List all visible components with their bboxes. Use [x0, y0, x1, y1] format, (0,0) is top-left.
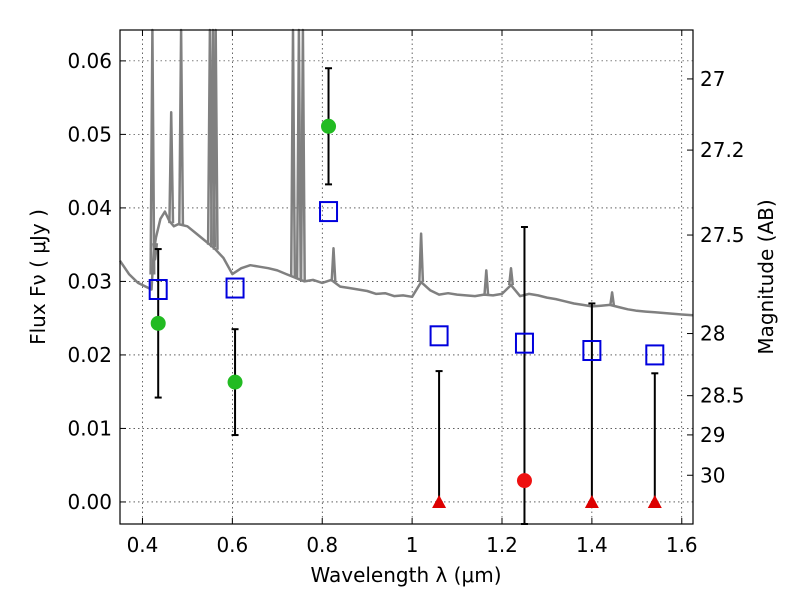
y-tick-label: 0.03 [67, 269, 112, 293]
tick-layer [120, 30, 693, 524]
low-detection-point [516, 473, 532, 489]
x-tick-label: 0.4 [127, 533, 159, 557]
magnitude-tick-label: 27 [700, 67, 725, 91]
spectrum-line [118, 210, 694, 317]
model-square-point [225, 277, 245, 299]
tick-label-layer: 0.4 0.6 0.8 1 1.2 1.4 1.6 0.00 0.01 0.02 0.03 0.04 0… [67, 49, 744, 557]
spectrum-emission-line [483, 269, 490, 295]
magnitude-tick-label: 27.5 [700, 223, 745, 247]
x-tick-label: 1.4 [576, 533, 608, 557]
y-tick-label: 0.04 [67, 196, 112, 220]
x-axis-label: Wavelength λ (μm) [310, 563, 501, 587]
marker-layer [148, 118, 665, 508]
y-tick-label: 0.05 [67, 122, 112, 146]
model-square-point [582, 340, 602, 362]
y-tick-label: 0.01 [67, 416, 112, 440]
y-tick-label: 0.00 [67, 490, 112, 514]
spectrum-emission-line [418, 232, 425, 283]
model-square-point [429, 325, 449, 347]
spectrum-emission-line [330, 247, 337, 282]
y-axis-label: Flux Fν ( μJy ) [26, 209, 50, 345]
plot-frame [119, 29, 694, 525]
magnitude-tick-label: 28 [700, 322, 725, 346]
x-tick-label: 1.2 [486, 533, 518, 557]
model-square-point [514, 332, 534, 354]
y-tick-label: 0.02 [67, 343, 112, 367]
upper-limit-triangle [647, 494, 662, 508]
detection-point [227, 374, 243, 390]
magnitude-axis-label: Magnitude (AB) [754, 199, 778, 354]
model-square-point [319, 201, 339, 223]
magnitude-tick-label: 27.2 [700, 138, 745, 162]
detection-point [150, 315, 166, 331]
magnitude-tick-label: 30 [700, 463, 725, 487]
upper-limit-triangle [584, 494, 599, 508]
x-tick-label: 1 [406, 533, 419, 557]
y-tick-label: 0.06 [67, 49, 112, 73]
x-tick-label: 0.8 [306, 533, 338, 557]
magnitude-tick-label: 29 [700, 423, 725, 447]
detection-point [321, 118, 337, 134]
spectrum-emission-line [168, 111, 175, 224]
grid-layer [120, 30, 693, 524]
x-tick-label: 0.6 [216, 533, 248, 557]
upper-limit-triangle [432, 494, 447, 508]
model-square-point [645, 344, 665, 366]
model-square-point [148, 278, 168, 300]
x-tick-label: 1.6 [666, 533, 698, 557]
spectrum-emission-line [507, 266, 515, 286]
spectrum-emission-line [609, 291, 616, 306]
magnitude-tick-label: 28.5 [700, 384, 745, 408]
